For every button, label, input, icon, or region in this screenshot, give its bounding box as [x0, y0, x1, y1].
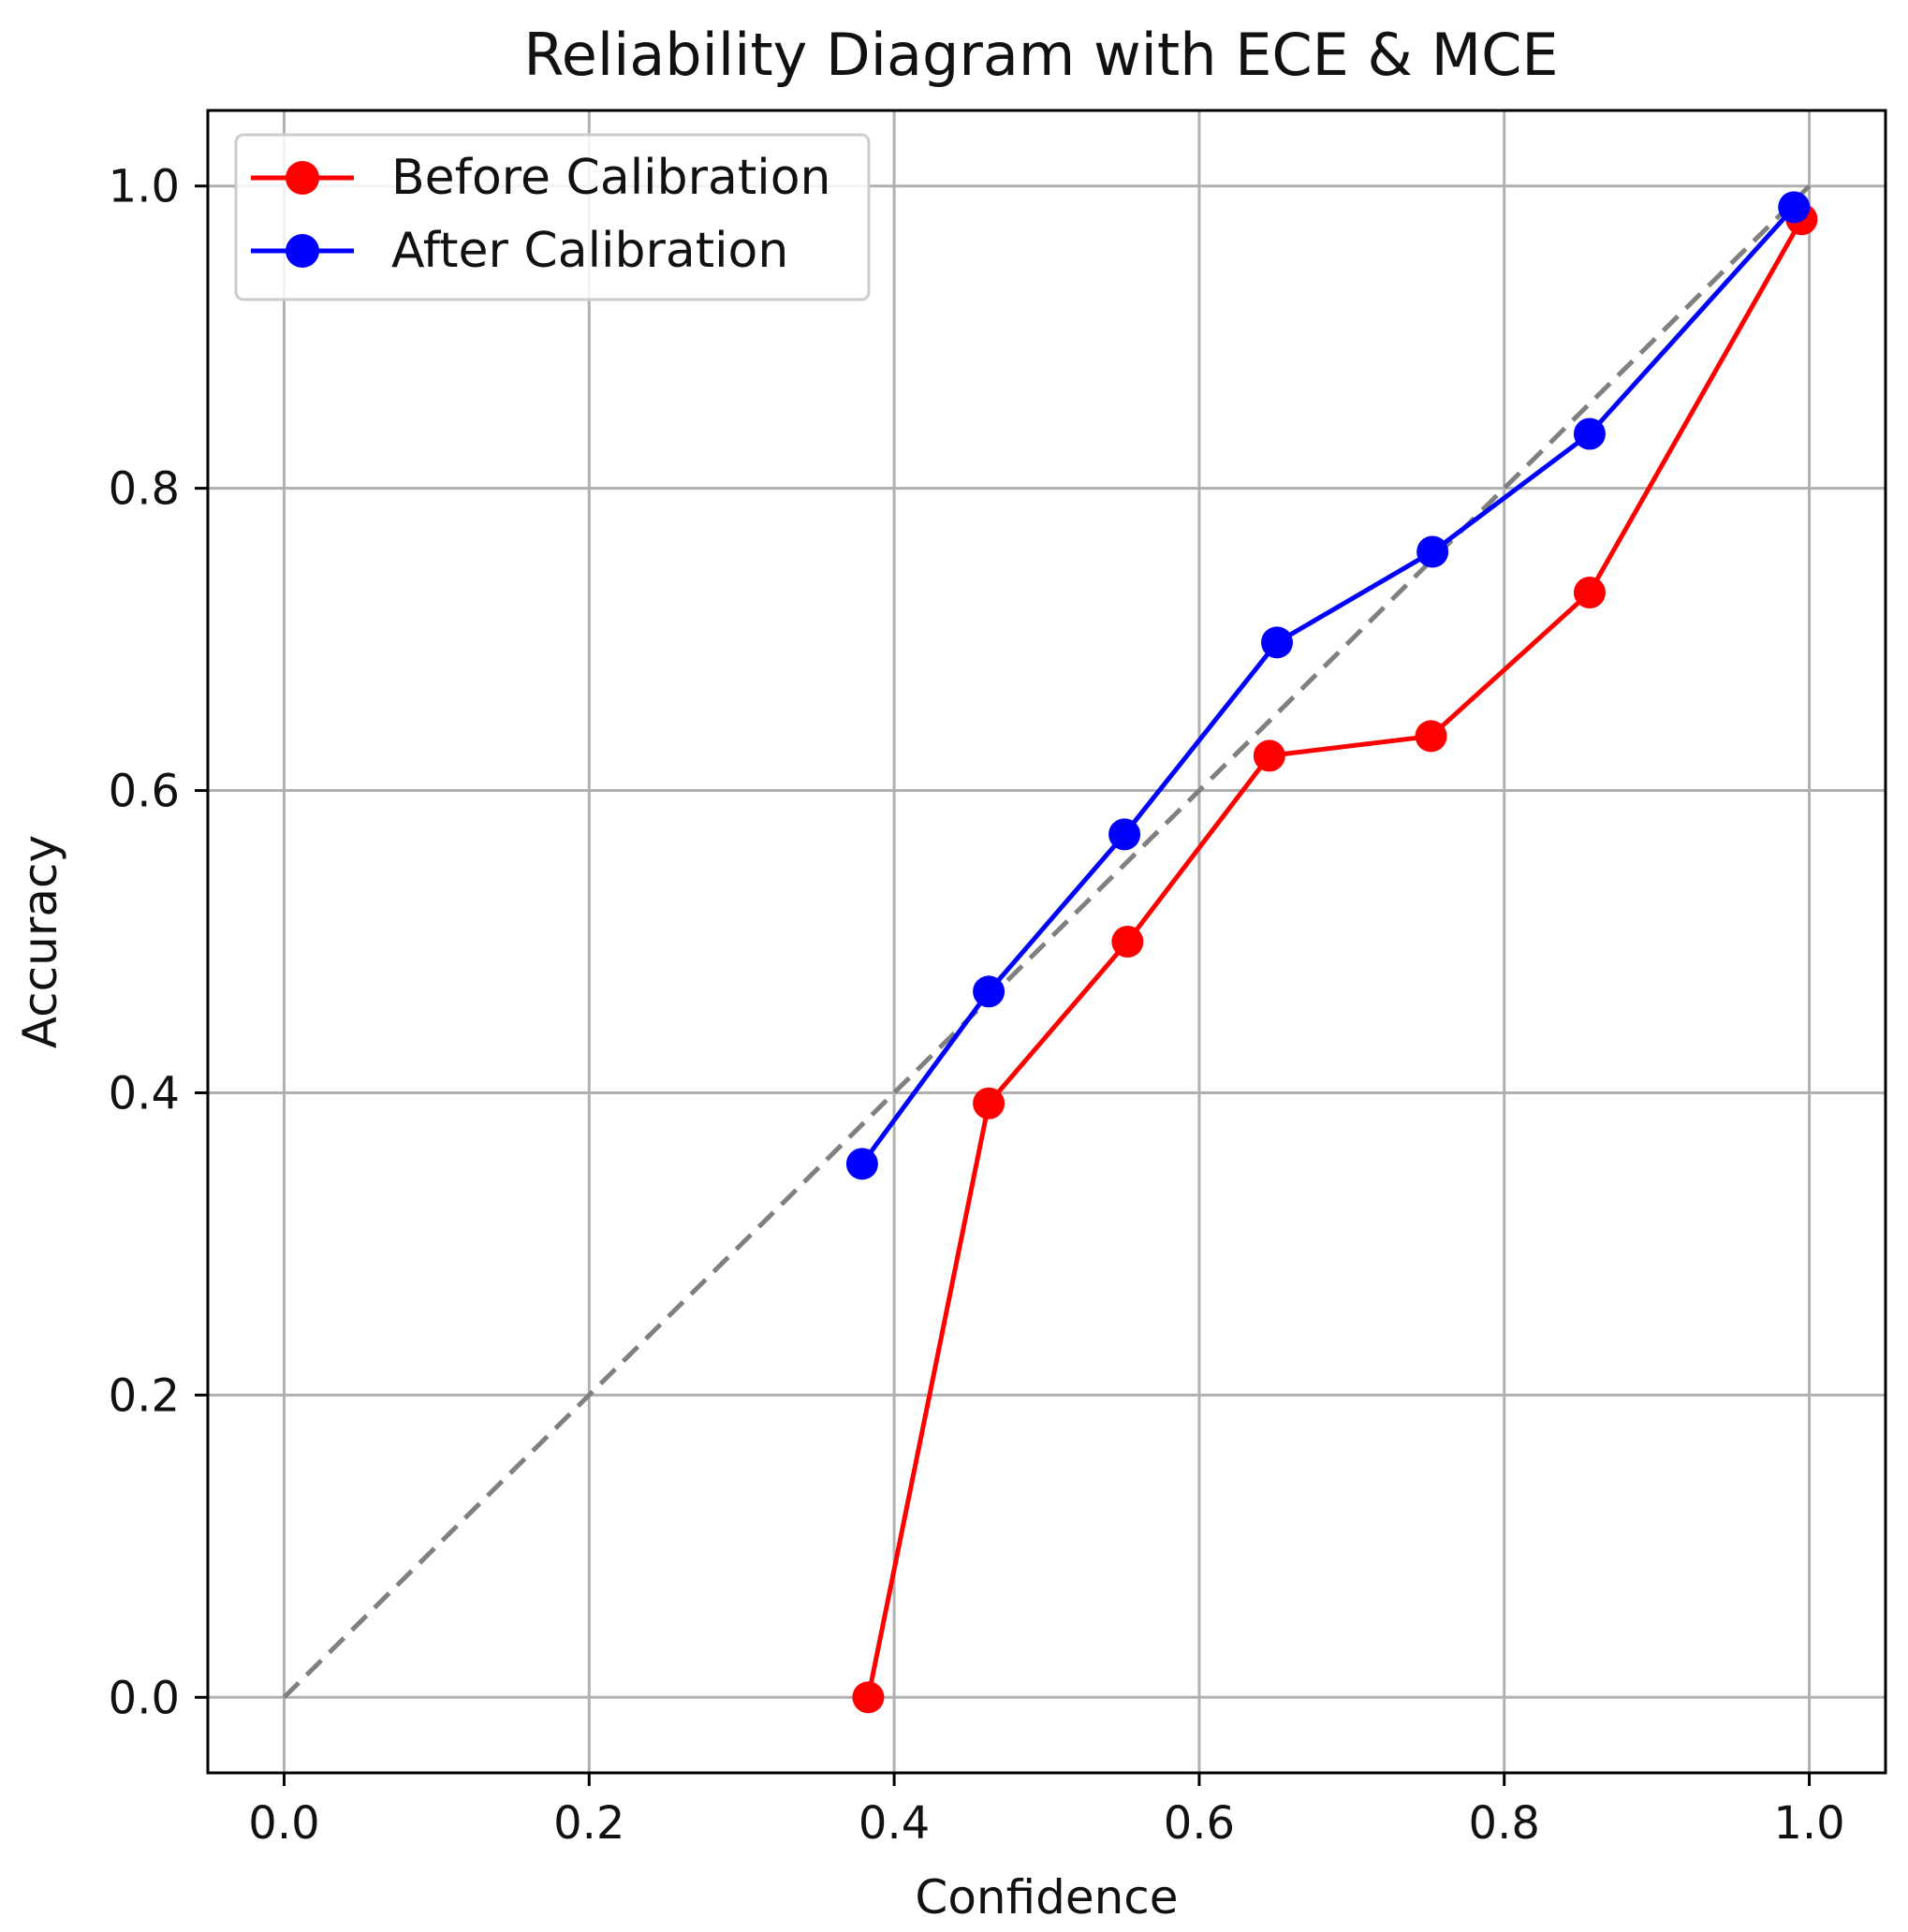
data-point-after-calibration [1416, 535, 1449, 568]
data-point-after-calibration [1573, 417, 1606, 450]
data-point-after-calibration [1778, 191, 1811, 224]
y-tick-label: 0.4 [109, 1067, 180, 1120]
legend-label-before-calibration: Before Calibration [391, 150, 830, 206]
y-tick-label: 1.0 [109, 161, 180, 213]
legend-marker-before-calibration [286, 161, 319, 195]
reference-line-layer [282, 183, 1812, 1700]
x-axis-label: Confidence [915, 1870, 1178, 1925]
y-axis-label: Accuracy [13, 835, 67, 1048]
data-point-after-calibration [845, 1148, 878, 1180]
chart-title: Reliability Diagram with ECE & MCE [523, 21, 1558, 89]
series-before-calibration [852, 203, 1818, 1714]
grid-lines [208, 110, 1886, 1773]
data-point-after-calibration [1260, 626, 1293, 659]
y-tick-label: 0.8 [109, 463, 180, 516]
legend-box [234, 133, 871, 301]
data-point-before-calibration [1415, 720, 1447, 753]
legend-label-after-calibration: After Calibration [391, 223, 788, 279]
data-point-before-calibration [1253, 739, 1285, 772]
perfect-calibration-line [282, 183, 1812, 1700]
tick-layer: 0.0 0.2 0.4 0.6 0.8 1.0 0.0 0.2 0.4 0.6 0.8 1.0 [109, 161, 1845, 1850]
y-tick-label: 0.6 [109, 766, 180, 818]
x-tick-label: 0.8 [1469, 1797, 1540, 1850]
x-tick-label: 0.4 [859, 1797, 930, 1850]
data-point-after-calibration [973, 975, 1005, 1008]
data-point-before-calibration [1573, 577, 1606, 609]
y-tick-label: 0.0 [109, 1672, 180, 1724]
legend-marker-after-calibration [286, 234, 319, 268]
x-tick-label: 1.0 [1773, 1797, 1844, 1850]
data-point-before-calibration [852, 1681, 885, 1714]
x-tick-label: 0.2 [553, 1797, 624, 1850]
legend: Before Calibration After Calibration [234, 133, 871, 301]
y-tick-label: 0.2 [109, 1369, 180, 1422]
data-point-after-calibration [1108, 818, 1141, 851]
plot-frame [206, 109, 1887, 1775]
data-point-before-calibration [1111, 926, 1144, 958]
x-tick-label: 0.6 [1164, 1797, 1235, 1850]
series-after-calibration [845, 191, 1811, 1180]
series-layer [845, 191, 1818, 1714]
x-tick-label: 0.0 [248, 1797, 319, 1850]
data-point-before-calibration [973, 1087, 1005, 1120]
